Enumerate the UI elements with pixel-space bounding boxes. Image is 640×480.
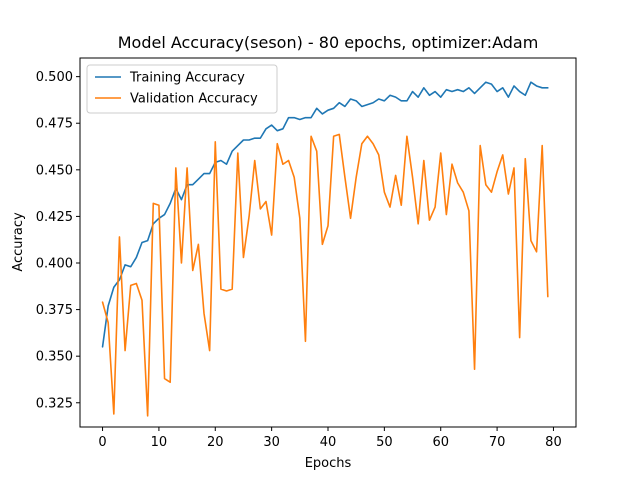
y-tick-label: 0.375 [36, 303, 73, 318]
y-axis-label: Accuracy [11, 212, 26, 272]
legend-box [86, 64, 278, 114]
legend-entry: Validation Accuracy [130, 92, 258, 107]
legend-entry: Training Accuracy [129, 71, 245, 86]
y-tick-label: 0.325 [36, 396, 73, 411]
legend: Training Accuracy Validation Accuracy [86, 64, 278, 114]
x-tick-label: 0 [98, 435, 106, 450]
x-tick-label: 70 [489, 435, 506, 450]
x-tick-label: 60 [432, 435, 449, 450]
x-tick-label: 80 [545, 435, 562, 450]
x-tick-label: 30 [263, 435, 280, 450]
y-tick-label: 0.475 [36, 117, 73, 132]
x-axis-label: Epochs [305, 456, 352, 471]
chart-title: Model Accuracy(seson) - 80 epochs, optim… [118, 33, 539, 52]
x-tick-label: 10 [151, 435, 168, 450]
y-tick-label: 0.500 [36, 70, 73, 85]
x-tick-label: 50 [376, 435, 393, 450]
y-tick-label: 0.350 [36, 350, 73, 365]
y-tick-label: 0.425 [36, 210, 73, 225]
plot-area: 0 10 20 30 40 50 60 70 80 0.325 0.350 0.375 0.400 0.4… [36, 57, 577, 450]
x-tick-label: 20 [207, 435, 224, 450]
x-tick-label: 40 [320, 435, 337, 450]
series-line-validation [101, 133, 549, 417]
y-tick-label: 0.400 [36, 257, 73, 272]
y-tick-label: 0.450 [36, 163, 73, 178]
